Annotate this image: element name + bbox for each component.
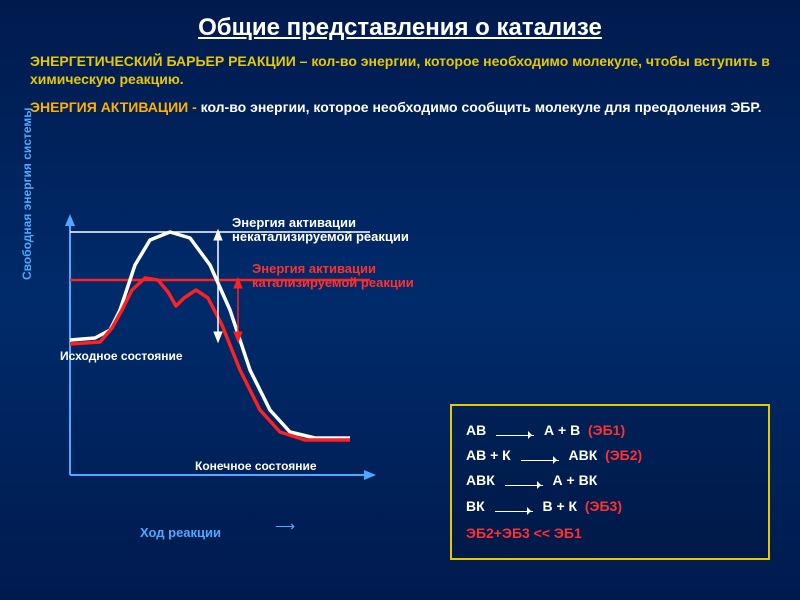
eq3-rhs: А + ВК (553, 472, 598, 488)
eq1-rhs: А + В (544, 422, 580, 438)
equation-2: АВ + К АВК (ЭБ2) (466, 443, 754, 468)
eq3-lhs: АВК (466, 472, 495, 488)
eq2-tag: (ЭБ2) (605, 447, 642, 463)
eq2-rhs: АВК (569, 447, 598, 463)
equation-1: АВ А + В (ЭБ1) (466, 418, 754, 443)
eq4-rhs: В + К (542, 498, 577, 514)
eq2-lhs: АВ + К (466, 447, 511, 463)
x-axis-arrow-icon: ⟶ (275, 518, 295, 535)
eq4-tag: (ЭБ3) (585, 498, 622, 514)
energy-diagram: Свободная энергия системы Ход реакции ⟶ (30, 200, 400, 540)
x-axis-label: Ход реакции (140, 525, 221, 540)
eq1-tag: (ЭБ1) (588, 422, 625, 438)
definition-activation: ЭНЕРГИЯ АКТИВАЦИИ - кол-во энергии, кото… (0, 96, 800, 118)
page-title: Общие представления о катализе (0, 0, 800, 50)
equation-3: АВК А + ВК (466, 468, 754, 493)
eq1-lhs: АВ (466, 422, 486, 438)
equation-4: ВК В + К (ЭБ3) (466, 494, 754, 519)
y-axis-label: Свободная энергия системы (20, 107, 34, 280)
label-catalyzed: Энергия активации катализируемой реакции (252, 262, 452, 291)
definition-barrier: ЭНЕРГЕТИЧЕСКИЙ БАРЬЕР РЕАКЦИИ – кол-во э… (0, 50, 800, 90)
def-key-2: ЭНЕРГИЯ АКТИВАЦИИ - (30, 99, 201, 115)
label-uncatalyzed: Энергия активации некатализируемой реакц… (232, 216, 452, 245)
arrow-cat (234, 278, 242, 342)
def-body-2: кол-во энергии, которое необходимо сообщ… (201, 99, 762, 115)
equation-summary: ЭБ2+ЭБ3 << ЭБ1 (466, 519, 754, 546)
label-initial-state: Исходное состояние (60, 350, 183, 363)
label-final-state: Конечное состояние (195, 460, 317, 473)
eq4-lhs: ВК (466, 498, 485, 514)
def-key-1: ЭНЕРГЕТИЧЕСКИЙ БАРЬЕР РЕАКЦИИ (30, 53, 296, 69)
equations-box: АВ А + В (ЭБ1) АВ + К АВК (ЭБ2) АВК А + … (450, 404, 770, 560)
